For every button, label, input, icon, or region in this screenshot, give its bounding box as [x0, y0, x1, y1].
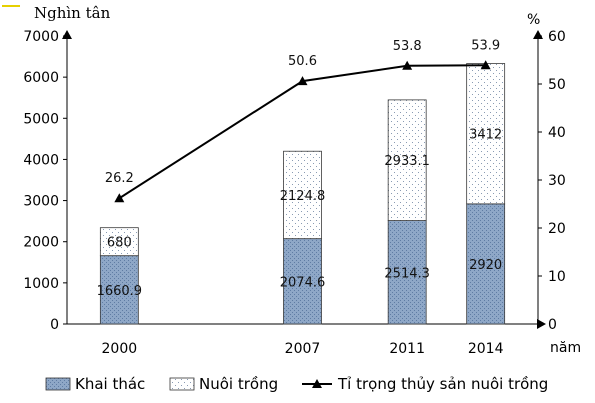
line-data-label: 53.9 — [471, 38, 500, 53]
right-axis-ticks: 0 10 20 30 40 50 60 — [538, 29, 566, 333]
line-marker-triangle-icon — [114, 193, 125, 203]
bar-nuoi-trong — [283, 150, 322, 240]
right-axis-arrow-icon — [533, 30, 543, 39]
legend-label-khai-thac: Khai thác — [75, 375, 145, 393]
x-axis-ticks: 2000 2007 2011 2014 — [102, 341, 504, 357]
legend-label-nuoi-trong: Nuôi trồng — [199, 375, 278, 393]
line-data-label: 26.2 — [105, 171, 134, 186]
line-series: 26.2 50.6 53.8 53.9 — [105, 38, 500, 203]
left-tick-label: 1000 — [23, 276, 59, 292]
left-tick-label: 3000 — [23, 194, 59, 210]
right-tick-label: 0 — [548, 317, 557, 333]
right-tick-label: 40 — [548, 125, 566, 141]
ylabel-left: Nghìn tân — [34, 4, 111, 22]
bar-khai-thac — [283, 238, 322, 325]
legend-swatch-khai-thac — [45, 377, 71, 391]
right-tick-label: 30 — [548, 173, 566, 189]
x-tick-label: 2011 — [389, 341, 425, 357]
legend-triangle-icon — [312, 379, 322, 388]
line-marker-triangle-icon — [480, 60, 491, 70]
right-tick-label: 10 — [548, 269, 566, 285]
left-tick-label: 0 — [50, 317, 59, 333]
ylabel-right: % — [527, 12, 540, 28]
left-axis-ticks: 0 1000 2000 3000 4000 5000 6000 7000 — [23, 29, 67, 333]
line-path — [118, 64, 486, 200]
legend-label-ti-trong: Tỉ trọng thủy sản nuôi trồng — [337, 375, 548, 393]
left-tick-label: 4000 — [23, 152, 59, 168]
left-tick-label: 2000 — [23, 235, 59, 251]
bar-label-nuoi-trong: 680 — [107, 236, 132, 251]
left-tick-label: 5000 — [23, 111, 59, 127]
line-data-label: 53.8 — [393, 39, 422, 54]
bar-nuoi-trong — [387, 99, 427, 221]
bar-nuoi-trong — [466, 63, 506, 205]
left-tick-label: 7000 — [23, 29, 59, 45]
bar-label-nuoi-trong: 2124.8 — [280, 189, 326, 204]
xlabel: năm — [550, 340, 581, 356]
left-tick-label: 6000 — [23, 70, 59, 86]
bar-label-khai-thac: 1660.9 — [97, 284, 143, 299]
x-tick-label: 2000 — [102, 341, 138, 357]
bar-label-nuoi-trong: 3412 — [469, 128, 502, 143]
bar-khai-thac — [466, 203, 506, 325]
bar-label-khai-thac: 2920 — [469, 258, 502, 273]
line-marker-triangle-icon — [402, 60, 413, 70]
bars: 1660.9 680 2074.6 2124.8 2514.3 2933.1 2920 341… — [97, 63, 506, 325]
bar-khai-thac — [387, 220, 427, 325]
bar-label-nuoi-trong: 2933.1 — [384, 154, 430, 169]
line-marker-triangle-icon — [297, 76, 308, 86]
left-axis-arrow-icon — [62, 30, 72, 39]
x-tick-label: 2014 — [468, 341, 504, 357]
right-tick-label: 60 — [548, 29, 566, 45]
bar-label-khai-thac: 2514.3 — [384, 266, 430, 281]
x-tick-label: 2007 — [285, 341, 321, 357]
legend-swatch-nuoi-trong — [169, 377, 195, 391]
bar-nuoi-trong — [99, 227, 139, 257]
legend: Khai thác Nuôi trồng Tỉ trọng thủy sản n… — [45, 375, 548, 393]
bar-khai-thac — [99, 255, 139, 325]
bar-label-khai-thac: 2074.6 — [280, 275, 326, 290]
line-data-label: 50.6 — [288, 54, 317, 69]
right-tick-label: 20 — [548, 221, 566, 237]
right-tick-label: 50 — [548, 77, 566, 93]
